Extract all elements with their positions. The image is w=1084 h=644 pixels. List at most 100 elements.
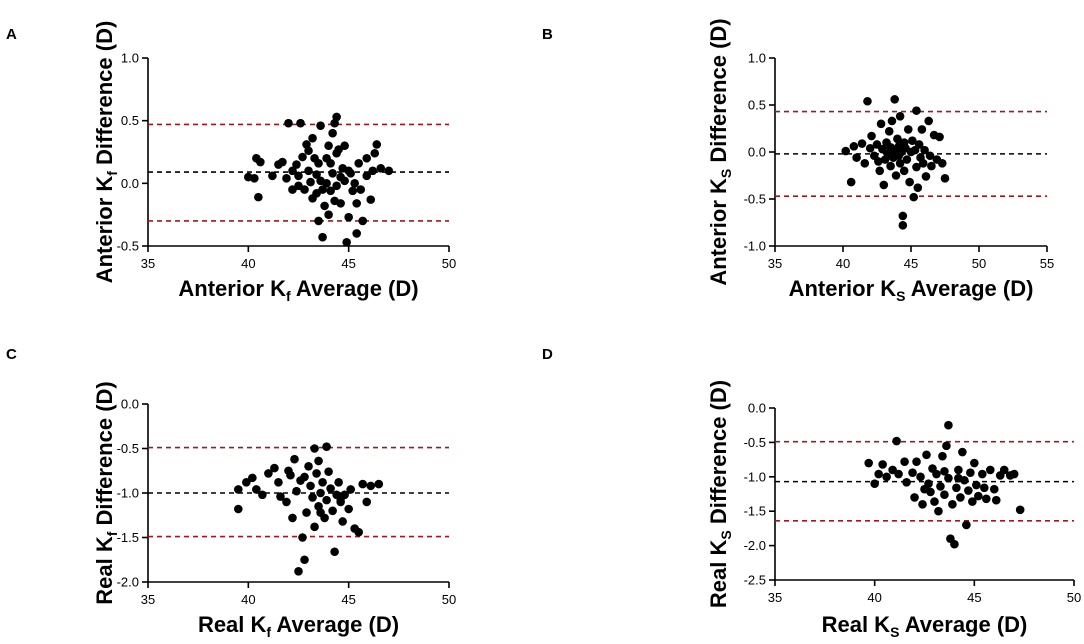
data-point [922,450,931,460]
data-point [895,111,905,121]
data-point [918,158,928,168]
title-rest: Average (D) [291,276,419,301]
x-axis-title: Real KS Average (D) [822,612,1028,640]
data-point [897,142,906,151]
y-tick-label: -1.0 [117,486,139,501]
data-point [956,493,965,502]
data-point [874,469,883,479]
data-point [857,139,867,148]
data-point [970,458,979,468]
data-point [908,468,917,477]
data-point [268,171,277,181]
y-axis-title: Anterior KS Difference (D) [706,18,734,285]
y-tick-label: 0.0 [748,145,766,160]
data-point [324,210,333,219]
x-axis-title: Real Kf Average (D) [198,612,399,640]
data-point [292,486,301,496]
data-point [328,506,337,516]
data-point [940,174,950,183]
y-tick-label: -1.5 [744,504,766,519]
data-point [340,141,349,151]
data-point [870,479,879,488]
data-point [308,493,317,502]
data-point [950,539,959,549]
data-point [898,221,908,230]
data-point [320,201,329,211]
data-point [282,497,291,507]
data-point [348,186,357,196]
x-tick-label: 45 [967,590,981,605]
data-point [952,483,961,493]
data-point [284,118,293,128]
panel-d: D -2.5 -2.0 -1.5 -1.0 -0.5 0.0 35 40 45 50 Real KS… [542,322,1084,644]
data-point [358,479,368,489]
data-point [366,481,376,491]
data-point [921,172,931,181]
data-point [887,116,897,126]
data-point [366,195,376,204]
data-point [324,141,333,151]
x-tick-label: 50 [1067,590,1081,605]
data-point [932,469,941,479]
title-main: Anterior K [789,276,897,301]
y-tick-label: -2.0 [117,575,139,590]
data-point [948,500,957,509]
data-point [918,500,927,509]
data-point [962,520,971,530]
data-point [940,466,949,476]
title-sub: S [890,624,899,640]
data-point [298,533,307,542]
data-point [302,508,311,517]
x-tick-label: 50 [972,256,986,271]
y-tick-label: -0.5 [744,192,766,207]
data-point [300,472,309,482]
y-tick-label: 1.0 [748,51,766,66]
data-point [1015,505,1025,515]
data-point [860,158,870,168]
data-point [300,185,309,194]
data-point [384,166,394,176]
data-point [336,494,345,503]
data-point [908,136,917,146]
data-point [903,125,913,134]
data-point [354,158,364,168]
x-tick-label: 35 [141,256,155,271]
title-rest: Difference (D) [706,380,731,530]
data-point [292,160,301,169]
title-rest: Difference (D) [92,381,117,531]
data-point [294,171,303,181]
data-point [879,180,889,190]
data-point [985,465,995,475]
data-point [234,504,243,514]
title-rest: Average (D) [905,276,1033,301]
data-point [1009,469,1019,479]
data-point [354,527,364,537]
y-tick-label: 0.0 [121,176,139,191]
data-point [886,161,895,171]
title-main: Real K [822,612,891,637]
data-point [314,216,323,226]
data-point [316,121,325,130]
data-point [924,116,933,126]
data-point [362,171,372,181]
data-point [324,467,333,476]
data-point [264,469,273,478]
data-point [936,482,945,491]
panel-letter: A [6,26,17,43]
x-tick-label: 45 [341,592,355,607]
data-point [887,145,897,155]
title-main: Real K [198,612,267,637]
panel-letter: D [542,346,553,363]
title-rest: Average (D) [271,612,399,637]
data-point [852,153,861,162]
data-point [326,484,335,493]
data-point [891,171,901,180]
data-point [338,517,347,526]
data-point [296,118,305,128]
data-point [917,125,927,134]
x-tick-label: 35 [768,590,782,605]
data-point [256,157,265,167]
data-point [322,179,331,188]
